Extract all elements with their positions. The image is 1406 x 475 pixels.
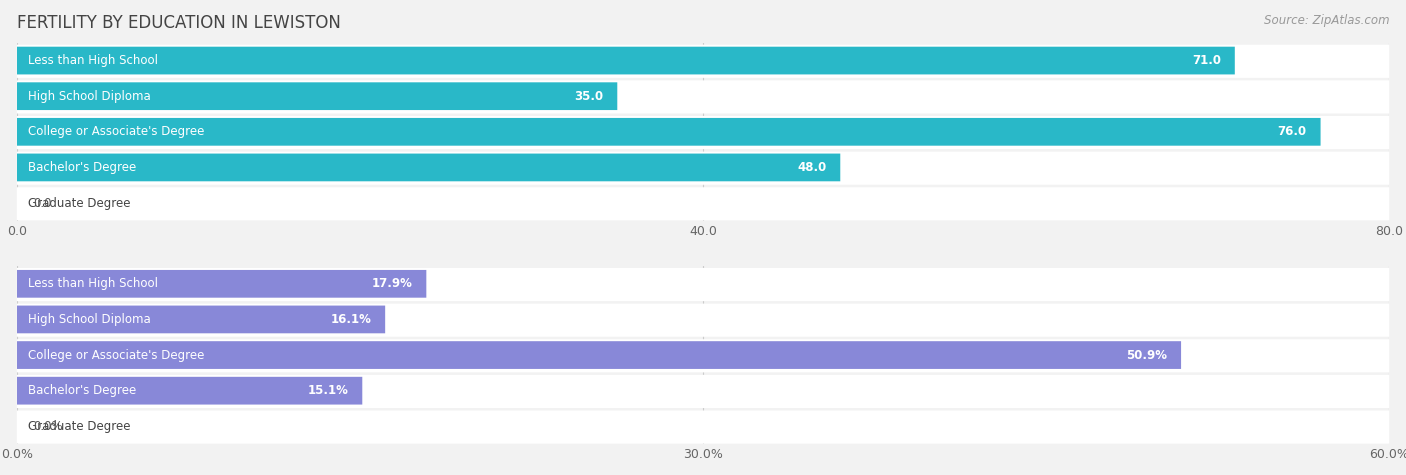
Text: 35.0: 35.0 (575, 90, 603, 103)
FancyBboxPatch shape (17, 153, 841, 181)
Text: 71.0: 71.0 (1192, 54, 1220, 67)
FancyBboxPatch shape (17, 377, 363, 405)
Text: Graduate Degree: Graduate Degree (28, 420, 131, 433)
FancyBboxPatch shape (17, 47, 1234, 75)
FancyBboxPatch shape (17, 339, 1389, 372)
FancyBboxPatch shape (17, 187, 1389, 220)
Text: Less than High School: Less than High School (28, 277, 157, 290)
Text: 17.9%: 17.9% (371, 277, 412, 290)
Text: Bachelor's Degree: Bachelor's Degree (28, 161, 136, 174)
Text: FERTILITY BY EDUCATION IN LEWISTON: FERTILITY BY EDUCATION IN LEWISTON (17, 14, 340, 32)
Text: College or Associate's Degree: College or Associate's Degree (28, 125, 204, 138)
Text: 15.1%: 15.1% (308, 384, 349, 397)
Text: Bachelor's Degree: Bachelor's Degree (28, 384, 136, 397)
Text: Graduate Degree: Graduate Degree (28, 197, 131, 209)
FancyBboxPatch shape (17, 80, 1389, 114)
Text: High School Diploma: High School Diploma (28, 313, 150, 326)
FancyBboxPatch shape (17, 304, 1389, 337)
Text: Less than High School: Less than High School (28, 54, 157, 67)
FancyBboxPatch shape (17, 375, 1389, 408)
FancyBboxPatch shape (17, 118, 1320, 146)
FancyBboxPatch shape (17, 270, 426, 298)
FancyBboxPatch shape (17, 341, 1181, 369)
Text: 0.0: 0.0 (34, 197, 52, 209)
FancyBboxPatch shape (17, 152, 1389, 185)
FancyBboxPatch shape (17, 82, 617, 110)
Text: 50.9%: 50.9% (1126, 349, 1167, 361)
FancyBboxPatch shape (17, 116, 1389, 149)
FancyBboxPatch shape (17, 410, 1389, 444)
Text: Source: ZipAtlas.com: Source: ZipAtlas.com (1264, 14, 1389, 27)
FancyBboxPatch shape (17, 268, 1389, 301)
FancyBboxPatch shape (17, 45, 1389, 78)
Text: 76.0: 76.0 (1278, 125, 1306, 138)
Text: 0.0%: 0.0% (34, 420, 63, 433)
FancyBboxPatch shape (17, 305, 385, 333)
Text: College or Associate's Degree: College or Associate's Degree (28, 349, 204, 361)
Text: High School Diploma: High School Diploma (28, 90, 150, 103)
Text: 16.1%: 16.1% (330, 313, 371, 326)
Text: 48.0: 48.0 (797, 161, 827, 174)
